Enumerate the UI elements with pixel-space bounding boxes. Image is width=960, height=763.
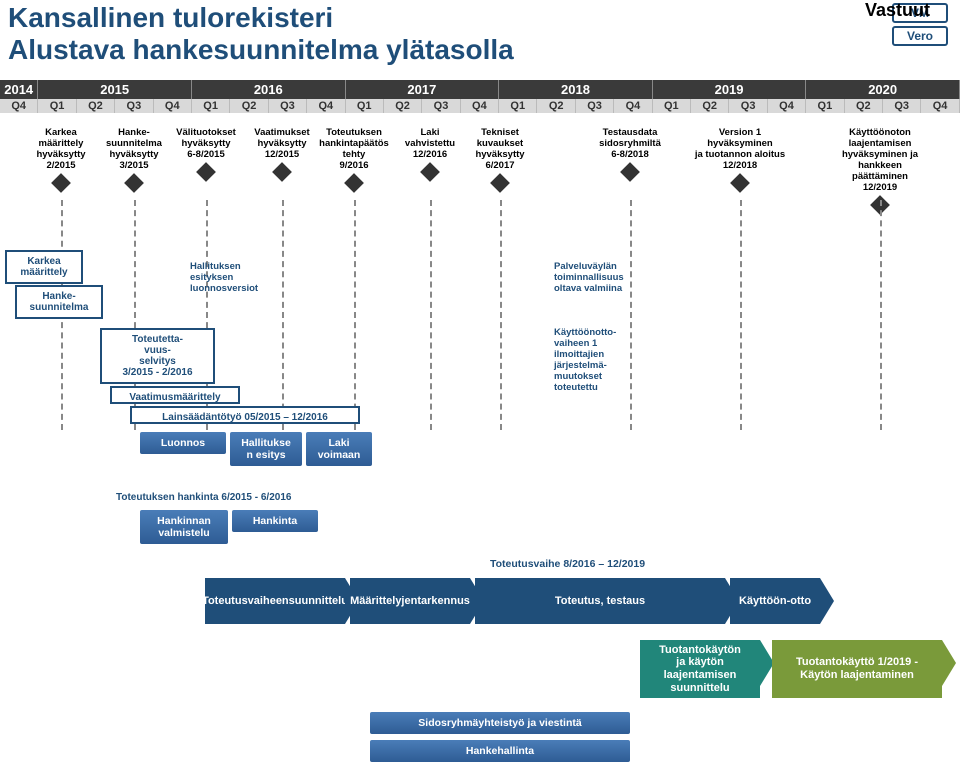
year-2017: 2017 — [346, 80, 500, 99]
hankinta-section-label: Toteutuksen hankinta 6/2015 - 6/2016 — [110, 488, 297, 507]
quarter-cell: Q3 — [115, 99, 153, 113]
phase-box: Karkeamäärittely — [5, 250, 83, 284]
quarter-cell: Q4 — [461, 99, 499, 113]
year-2014: 2014 — [0, 80, 38, 99]
activity-bar: Luonnos — [140, 432, 226, 454]
activity-bar: Lakivoimaan — [306, 432, 372, 466]
workstream-box: Toteutetta-vuus-selvitys3/2015 - 2/2016 — [100, 328, 215, 384]
bottom-bar: Sidosryhmäyhteistyö ja viestintä — [370, 712, 630, 734]
quarter-cell: Q1 — [499, 99, 537, 113]
quarter-cell: Q2 — [537, 99, 575, 113]
milestone: Testausdatasidosryhmiltä6-8/2018 — [580, 128, 680, 179]
note: Palveluväyläntoiminnallisuusoltava valmi… — [554, 262, 624, 295]
phase-arrow: Toteutus, testaus — [475, 578, 725, 624]
bottom-bar: Hankehallinta — [370, 740, 630, 762]
activity-bar: Hankinnanvalmistelu — [140, 510, 228, 544]
quarter-cell: Q4 — [0, 99, 38, 113]
page-title-2: Alustava hankesuunnitelma ylätasolla — [8, 34, 514, 66]
quarter-cell: Q2 — [77, 99, 115, 113]
note: Käyttöönotto-vaiheen 1ilmoittajienjärjes… — [554, 328, 616, 394]
quarter-cell: Q3 — [883, 99, 921, 113]
timeline: 2014201520162017201820192020 Q4Q1Q2Q3Q4Q… — [0, 80, 960, 113]
year-2016: 2016 — [192, 80, 346, 99]
quarter-cell: Q4 — [921, 99, 959, 113]
phase-arrow: Toteutusvaiheensuunnittelu — [205, 578, 345, 624]
quarter-cell: Q3 — [269, 99, 307, 113]
quarter-cell: Q4 — [768, 99, 806, 113]
workstream-box: Vaatimusmäärittely — [110, 386, 240, 404]
quarter-cell: Q3 — [576, 99, 614, 113]
quarter-cell: Q3 — [422, 99, 460, 113]
phase-arrow: Määrittelyjentarkennus — [350, 578, 470, 624]
production-box: Tuotantokäyttö 1/2019 -Käytön laajentami… — [772, 640, 942, 698]
year-2015: 2015 — [38, 80, 192, 99]
toteutus-section-label: Toteutusvaihe 8/2016 – 12/2019 — [490, 558, 645, 570]
phase-box: Hanke-suunnitelma — [15, 285, 103, 319]
badge-vero: Vero — [892, 26, 948, 46]
activity-bar: Hankinta — [232, 510, 318, 532]
quarter-cell: Q4 — [614, 99, 652, 113]
production-box: Tuotantokäytönja käytönlaajentamisensuun… — [640, 640, 760, 698]
quarter-cell: Q2 — [230, 99, 268, 113]
vastuut-label: Vastuut — [865, 0, 930, 21]
note: Hallituksenesityksenluonnosversiot — [190, 262, 258, 295]
quarter-cell: Q2 — [845, 99, 883, 113]
quarter-cell: Q1 — [192, 99, 230, 113]
milestone: Version 1hyväksyminenja tuotannon aloitu… — [690, 128, 790, 190]
quarter-cell: Q4 — [154, 99, 192, 113]
page-title-1: Kansallinen tulorekisteri — [8, 2, 333, 34]
quarter-cell: Q1 — [806, 99, 844, 113]
year-2020: 2020 — [806, 80, 960, 99]
quarter-cell: Q2 — [384, 99, 422, 113]
phase-arrow: Käyttöön-otto — [730, 578, 820, 624]
quarter-cell: Q3 — [729, 99, 767, 113]
year-2019: 2019 — [653, 80, 807, 99]
quarter-cell: Q4 — [307, 99, 345, 113]
quarter-cell: Q1 — [653, 99, 691, 113]
milestone: Teknisetkuvauksethyväksytty6/2017 — [450, 128, 550, 190]
quarter-cell: Q1 — [38, 99, 76, 113]
quarter-cell: Q2 — [691, 99, 729, 113]
workstream-box: Lainsäädäntötyö 05/2015 – 12/2016 — [130, 406, 360, 424]
quarter-cell: Q1 — [346, 99, 384, 113]
milestone: Käyttöönotonlaajentamisenhyväksyminen ja… — [830, 128, 930, 212]
activity-bar: Hallituksen esitys — [230, 432, 302, 466]
year-2018: 2018 — [499, 80, 653, 99]
